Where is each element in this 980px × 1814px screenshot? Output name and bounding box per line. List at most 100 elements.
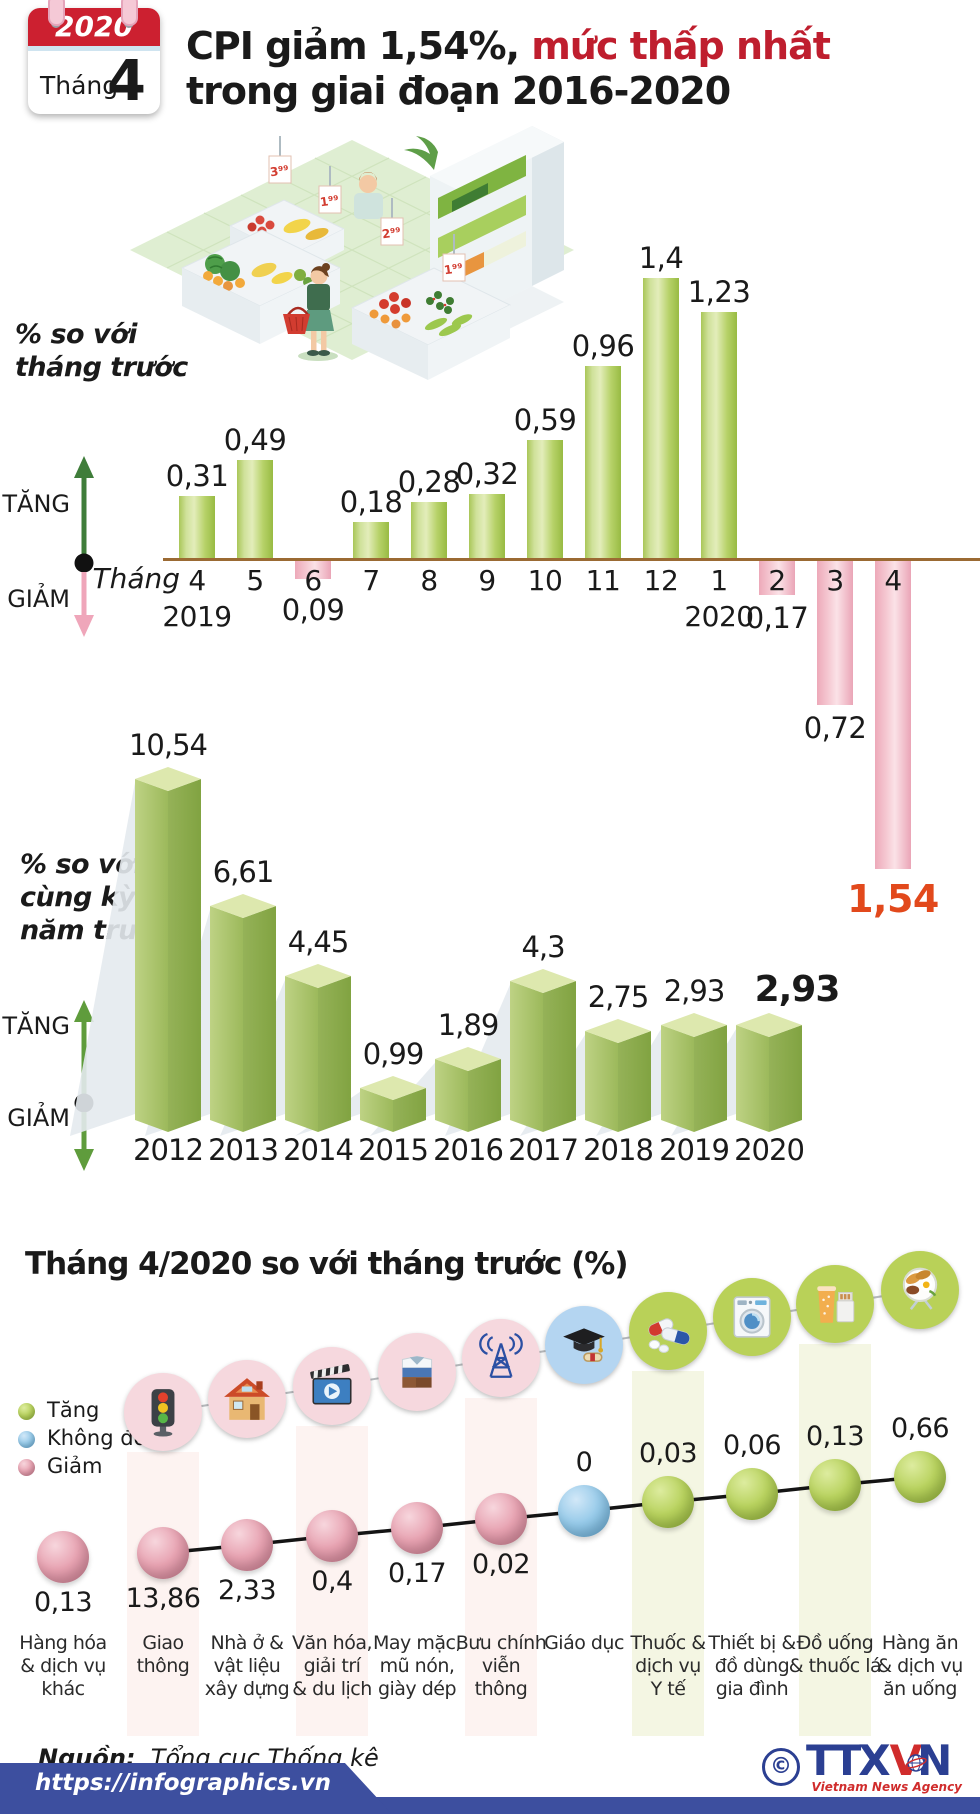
education-icon <box>563 1328 605 1362</box>
chart2-bar-right-2018 <box>618 1031 651 1132</box>
legend-item-down: Giảm <box>18 1454 152 1482</box>
chart2-bar-left-2020 <box>736 1025 769 1132</box>
category-value-8: 0,06 <box>722 1430 782 1461</box>
legend-unchanged-dot-icon <box>18 1430 35 1448</box>
category-icon-circle-medicine <box>629 1292 707 1370</box>
medicine-icon <box>648 1318 690 1353</box>
chart2-legend-up: TĂNG <box>2 1012 70 1040</box>
calendar-pin-right <box>121 0 138 26</box>
telecom-tower-icon <box>479 1333 523 1378</box>
category-ball-5 <box>475 1493 527 1545</box>
category-value-0: 0,13 <box>33 1587 93 1618</box>
category-ball-1 <box>137 1527 189 1579</box>
category-ball-6 <box>558 1485 610 1537</box>
chart1-legend-up: TĂNG <box>2 490 70 518</box>
section3-title: Tháng 4/2020 so với tháng trước (%) <box>25 1246 629 1282</box>
chart2-bar-right-2017 <box>543 981 576 1132</box>
category-label-4: May mặc, mũ nón, giày dép <box>373 1632 461 1700</box>
vendor-person <box>354 172 383 219</box>
price-tag-3: 2⁹⁹ <box>381 225 402 241</box>
section3-stripe-7 <box>632 1371 704 1736</box>
website-url: https://infographics.vn <box>35 1770 332 1796</box>
chart2-year-label-2012: 2012 <box>133 1133 203 1167</box>
chart2-bar-left-2015 <box>360 1088 393 1132</box>
chart2-year-label-2020: 2020 <box>734 1133 804 1167</box>
chart2-bar-left-2013 <box>210 906 243 1132</box>
chart2-bar-right-2020 <box>769 1025 802 1132</box>
chart2-bar-top-2018 <box>585 1019 651 1043</box>
house-icon <box>224 1378 270 1420</box>
category-icon-circle-entertainment <box>293 1347 371 1425</box>
chart2-bar-right-2016 <box>468 1059 501 1132</box>
chart2-shadow-0 <box>70 782 135 1136</box>
category-icon-circle-apparel <box>378 1333 456 1411</box>
category-value-7: 0,03 <box>638 1438 698 1469</box>
legend-item-up: Tăng <box>18 1398 152 1426</box>
chart2-value-label-1: 6,61 <box>213 855 274 889</box>
chart2-bar-right-2015 <box>393 1088 426 1132</box>
produce-stand-right <box>350 267 512 380</box>
chart2-year-label-2019: 2019 <box>659 1133 729 1167</box>
chart1-axis-line <box>163 558 980 561</box>
category-label-1: Giao thông <box>136 1632 190 1677</box>
category-ball-4 <box>391 1502 443 1554</box>
arrow-down-icon <box>74 615 94 637</box>
price-tag-4: 1⁹⁹ <box>443 261 464 277</box>
chart2-value-label-0: 10,54 <box>129 728 207 762</box>
category-icon-circle-telecom-tower <box>462 1319 540 1397</box>
category-label-8: Thiết bị & đồ dùng gia đình <box>708 1632 796 1700</box>
category-label-0: Hàng hóa & dịch vụ khác <box>19 1632 107 1700</box>
chart2-bar-right-2013 <box>243 906 276 1132</box>
title-part1: CPI giảm 1,54%, <box>186 24 532 68</box>
footer-url-banner: https://infographics.vn <box>0 1763 392 1814</box>
copyright-icon: © <box>762 1748 800 1786</box>
section3-legend: Tăng Không đổi Giảm <box>18 1398 152 1482</box>
chart2-value-label-7: 2,93 <box>664 974 725 1008</box>
shopper-person <box>283 263 338 361</box>
chart2-year-label-2013: 2013 <box>208 1133 278 1167</box>
category-ball-9 <box>809 1459 861 1511</box>
category-label-5: Bưu chính viễn thông <box>455 1632 547 1700</box>
chart2-bar-top-2017 <box>510 969 576 993</box>
chart2-bar-left-2019 <box>661 1025 694 1132</box>
category-icon-circle-education <box>545 1306 623 1384</box>
supermarket-illustration: 3⁹⁹ 1⁹⁹ 2⁹⁹ 1⁹⁹ <box>130 126 574 380</box>
chart2-bar-top-2014 <box>285 964 351 988</box>
category-icon-circle-house <box>208 1360 286 1438</box>
calendar-pin-left <box>48 0 65 26</box>
ttxvn-logo: © TTXVN Vietnam News Agency <box>762 1738 962 1794</box>
chart2-bar-top-2016 <box>435 1047 501 1071</box>
chart2-bar-left-2018 <box>585 1031 618 1132</box>
category-icon-circle-washing-machine <box>713 1278 791 1356</box>
chart2-bar-right-2019 <box>694 1025 727 1132</box>
chart2-legend-down: GIẢM <box>7 1104 70 1132</box>
category-icon-circle-beverage-tobacco <box>796 1265 874 1343</box>
category-label-2: Nhà ở & vật liệu xây dựng <box>204 1632 290 1700</box>
chart2-year-label-2015: 2015 <box>358 1133 428 1167</box>
category-value-2: 2,33 <box>217 1575 277 1606</box>
washing-machine-icon <box>733 1296 771 1338</box>
chart2-bar-left-2014 <box>285 976 318 1132</box>
section3-stripe-3 <box>296 1426 368 1736</box>
chart2-year-label-2014: 2014 <box>283 1133 353 1167</box>
traffic-light-icon <box>151 1389 175 1437</box>
chart2-bar-top-2012 <box>135 767 201 791</box>
calendar-strip <box>28 46 160 51</box>
chart1-title: % so với tháng trước <box>15 319 188 383</box>
chart2-value-label-6: 2,75 <box>588 980 649 1014</box>
category-value-9: 0,13 <box>805 1421 865 1452</box>
category-value-3: 0,4 <box>311 1566 353 1597</box>
category-value-6: 0 <box>575 1447 593 1478</box>
chart1-up-down-indicator <box>74 456 94 637</box>
category-label-9: Đồ uống & thuốc lá <box>788 1632 882 1677</box>
title-line2: trong giai đoạn 2016-2020 <box>186 69 731 113</box>
chart2-year-label-2017: 2017 <box>508 1133 578 1167</box>
ball-connector-line <box>162 1475 921 1555</box>
category-value-5: 0,02 <box>471 1549 531 1580</box>
category-ball-8 <box>726 1468 778 1520</box>
chart2-year-label-2018: 2018 <box>583 1133 653 1167</box>
category-icon-circle-food <box>881 1251 959 1329</box>
category-ball-7 <box>642 1476 694 1528</box>
